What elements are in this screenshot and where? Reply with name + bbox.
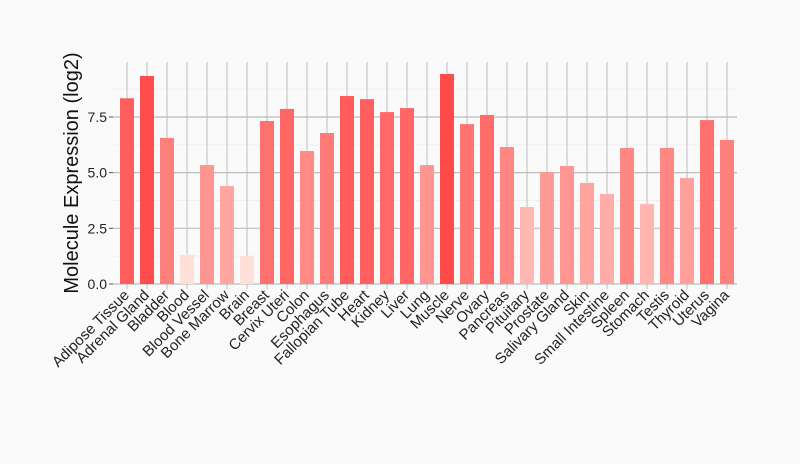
bar-bone-marrow — [220, 186, 234, 284]
bar-fallopian-tube — [340, 96, 354, 284]
bar-cervix-uteri — [280, 108, 294, 285]
bar-adipose-tissue — [120, 98, 134, 284]
bar-bladder — [160, 137, 174, 284]
bar-blood-vessel — [200, 165, 214, 284]
bar-vagina — [720, 139, 734, 284]
bar-ovary — [480, 114, 494, 284]
y-tick-label: 0.0 — [88, 276, 108, 292]
y-axis-label: Molecule Expression (log2) — [61, 52, 83, 293]
bar-prostate — [540, 171, 554, 284]
bar-pancreas — [500, 147, 514, 284]
bar-uterus — [700, 120, 714, 284]
bar-kidney — [380, 112, 394, 285]
bar-pituitary — [520, 206, 534, 284]
bar-thyroid — [680, 177, 694, 284]
bar-adrenal-gland — [140, 75, 154, 284]
bar-lung — [420, 165, 434, 284]
bar-spleen — [620, 147, 634, 284]
bar-blood — [180, 255, 194, 284]
bar-breast — [260, 120, 274, 284]
bar-small-intestine — [600, 194, 614, 284]
bar-liver — [400, 108, 414, 284]
bar-skin — [580, 182, 594, 284]
bar-brain — [240, 255, 254, 284]
bar-heart — [360, 99, 374, 284]
bar-colon — [300, 151, 314, 284]
y-tick-label: 7.5 — [88, 109, 108, 125]
y-tick-label: 2.5 — [88, 220, 108, 236]
y-tick-label: 5.0 — [88, 165, 108, 181]
bar-muscle — [440, 73, 454, 284]
bar-stomach — [640, 204, 654, 284]
bar-nerve — [460, 124, 474, 284]
bar-esophagus — [320, 133, 334, 284]
bar-testis — [660, 147, 674, 284]
bar-salivary-gland — [560, 165, 574, 284]
